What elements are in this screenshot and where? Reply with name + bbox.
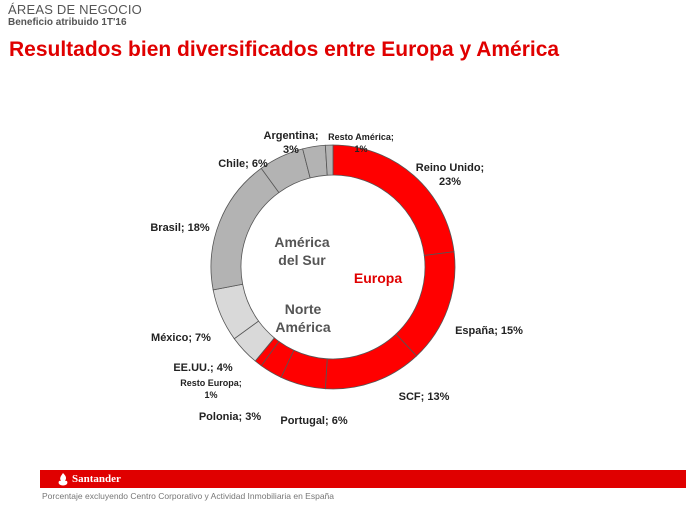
footer-bar: Santander [40, 470, 686, 488]
label-resto-europa: Resto Europa; 1% [180, 378, 242, 400]
label-resto-am-rica: Resto América; 1% [328, 132, 394, 154]
label-polonia: Polonia; 3% [199, 411, 262, 423]
slice-scf [324, 333, 418, 390]
flame-icon [58, 472, 68, 485]
section-subtitle: Beneficio atribuido 1T'16 [8, 17, 127, 28]
label-m-xico: México; 7% [151, 332, 211, 344]
label-ee-uu-: EE.UU.; 4% [173, 362, 233, 374]
label-brasil: Brasil; 18% [150, 222, 210, 234]
brand-name: Santander [72, 473, 121, 485]
label-reino-unido: Reino Unido; 23% [416, 162, 484, 188]
section-title: ÁREAS DE NEGOCIO [8, 2, 142, 17]
slice-resto-am-rica [324, 144, 334, 176]
label-portugal: Portugal; 6% [280, 415, 347, 427]
region-labels: Europa América del Sur Norte América [274, 234, 402, 335]
region-europa: Europa [354, 270, 402, 286]
region-norte-am-rica: Norte América [275, 301, 330, 335]
region-am-rica-del-sur: América del Sur [274, 234, 329, 268]
label-argentina: Argentina; 3% [264, 130, 319, 156]
label-scf: SCF; 13% [399, 391, 450, 403]
slice-labels: Reino Unido; 23% España; 15% SCF; 13% Portug… [150, 130, 523, 427]
label-chile: Chile; 6% [218, 158, 268, 170]
footnote: Porcentaje excluyendo Centro Corporativo… [42, 491, 334, 501]
label-espa-a: España; 15% [455, 325, 523, 337]
donut-chart: Reino Unido; 23% España; 15% SCF; 13% Portug… [150, 130, 523, 427]
slice-espa-a [395, 251, 456, 357]
donut-slices [210, 144, 456, 390]
slice-brasil [210, 167, 280, 291]
brand-logo: Santander [58, 471, 121, 487]
page-title: Resultados bien diversificados entre Eur… [9, 38, 560, 61]
